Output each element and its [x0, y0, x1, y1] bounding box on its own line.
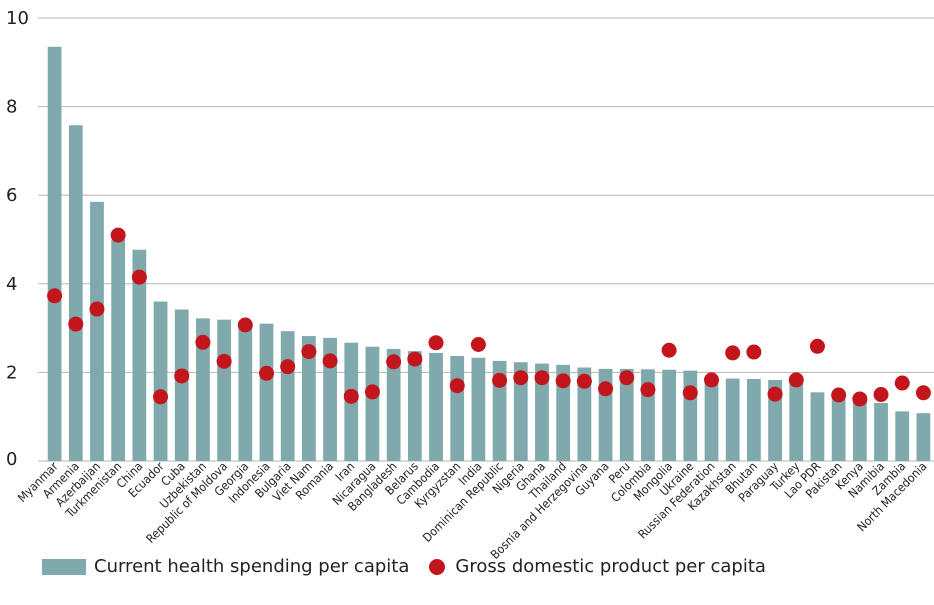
dot-point	[153, 389, 169, 405]
bar	[789, 381, 804, 461]
dot-point	[259, 365, 274, 381]
bar	[429, 352, 443, 461]
bar	[174, 309, 189, 461]
dot-point	[407, 351, 423, 367]
bar	[111, 239, 126, 461]
bar	[831, 394, 846, 461]
dot-point	[449, 378, 465, 394]
legend-label-gdp: Gross domestic product per capita	[455, 556, 766, 577]
dot-point	[598, 381, 614, 397]
dot-point	[704, 372, 719, 388]
dot-point	[301, 344, 317, 360]
bar	[662, 369, 677, 461]
bar	[259, 323, 274, 461]
bar	[556, 364, 571, 461]
y-tick-label: 2	[6, 362, 17, 383]
y-tick-label: 0	[6, 449, 17, 470]
y-tick-label: 10	[6, 8, 29, 29]
dot-point	[534, 370, 550, 386]
bar	[535, 363, 549, 461]
dot-point	[746, 344, 762, 360]
bar	[407, 351, 422, 461]
bar	[513, 362, 528, 461]
bar	[280, 331, 295, 461]
dot-point	[640, 382, 656, 398]
bar	[619, 368, 634, 461]
dot-point	[470, 336, 486, 352]
bar	[471, 357, 486, 461]
dot-point	[386, 354, 402, 370]
bar	[238, 321, 253, 461]
bar	[217, 319, 232, 461]
dot-point	[661, 342, 677, 358]
bar	[196, 318, 210, 461]
dot-series	[47, 227, 931, 407]
dot-point	[809, 338, 825, 354]
chart: 0 2 4 6 8 10 MyanmarArmeniaAzerbaijanTurkmeni…	[6, 8, 934, 560]
dot-point	[131, 269, 147, 285]
legend: Current health spending per capita Gross…	[42, 556, 766, 577]
dot-point	[322, 353, 338, 369]
bar	[746, 379, 761, 461]
bar	[47, 46, 62, 462]
bar	[874, 402, 888, 461]
dot-point	[852, 391, 868, 407]
bar	[301, 336, 316, 461]
bar	[704, 378, 719, 461]
bar	[153, 301, 168, 461]
bar	[68, 125, 83, 462]
dot-point	[788, 372, 804, 388]
dot-point	[725, 345, 741, 361]
dot-point	[767, 386, 783, 402]
dot-point	[894, 375, 910, 391]
y-tick-label: 4	[6, 274, 17, 295]
dot-point	[682, 385, 698, 401]
bar	[132, 249, 147, 461]
dot-point	[343, 388, 359, 404]
bar	[683, 370, 698, 461]
bar	[916, 413, 931, 461]
dot-point	[915, 385, 931, 401]
dot-point	[216, 353, 232, 369]
dot-point	[619, 370, 635, 386]
y-axis-tick-labels: 0 2 4 6 8 10	[6, 8, 29, 470]
legend-label-health-spending: Current health spending per capita	[94, 556, 410, 577]
dot-point	[831, 387, 847, 403]
dot-point	[555, 373, 571, 389]
legend-swatch-health-spending	[42, 558, 86, 575]
dot-point	[364, 384, 380, 400]
dot-point	[576, 373, 592, 389]
dot-point	[68, 316, 84, 332]
y-tick-label: 8	[6, 97, 17, 118]
bar-series	[47, 46, 931, 462]
bar	[577, 367, 592, 461]
x-axis-tick-labels: MyanmarArmeniaAzerbaijanTurkmenistanChin…	[15, 459, 930, 560]
y-tick-label: 6	[6, 185, 17, 206]
bar	[323, 337, 337, 461]
dot-point	[89, 301, 105, 317]
bar	[386, 348, 401, 461]
dot-point	[873, 387, 889, 403]
dot-point	[174, 368, 190, 384]
dot-point	[492, 372, 508, 388]
dot-point	[513, 370, 529, 386]
bar	[365, 346, 380, 461]
bar	[90, 201, 104, 461]
dot-point	[237, 317, 253, 333]
dot-point	[428, 335, 444, 351]
dot-point	[195, 334, 211, 350]
dot-point	[110, 227, 126, 243]
legend-swatch-gdp	[429, 558, 446, 575]
bar	[895, 411, 910, 461]
bar	[450, 356, 465, 461]
dot-point	[280, 359, 296, 375]
bar	[810, 392, 825, 461]
dot-point	[47, 288, 63, 304]
bar	[725, 378, 740, 461]
bar	[852, 398, 867, 461]
